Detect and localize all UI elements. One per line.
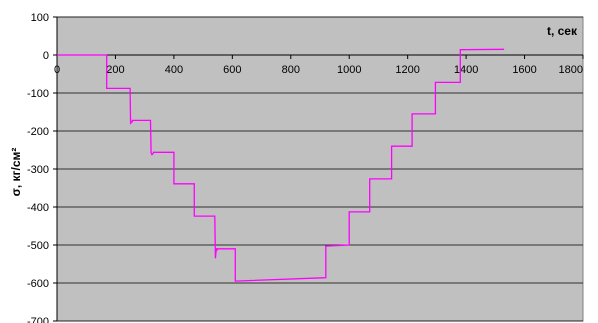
y-tick-label-3: -200: [27, 126, 49, 138]
grid-lines: [53, 16, 583, 322]
series-layer: [57, 48, 505, 282]
y-tick-label-6: -500: [27, 240, 49, 252]
x-tick-label-6: 1200: [395, 64, 419, 76]
x-tick-label-3: 600: [223, 64, 241, 76]
y-tick-label-7: -600: [27, 278, 49, 290]
x-tick-label-1: 200: [106, 64, 124, 76]
x-tick-label-5: 1000: [337, 64, 361, 76]
y-axis-title: σ, кг/см²: [9, 148, 23, 197]
x-tick-marks: [56, 55, 584, 59]
x-tick-label-9: 1800: [559, 64, 583, 76]
y-tick-label-1: 0: [43, 50, 49, 62]
x-axis-title: t, сек: [547, 24, 578, 38]
y-tick-label-8: -700: [27, 316, 49, 323]
y-tick-label-0: 100: [31, 12, 49, 24]
x-tick-label-7: 1400: [454, 64, 478, 76]
y-tick-labels: 100 0 -100 -200 -300 -400 -500 -600 -700: [27, 12, 49, 323]
x-tick-label-2: 400: [165, 64, 183, 76]
x-tick-label-4: 800: [282, 64, 300, 76]
series-line-0: [57, 48, 505, 282]
y-tick-label-5: -400: [27, 202, 49, 214]
y-tick-label-2: -100: [27, 88, 49, 100]
x-tick-label-8: 1600: [512, 64, 536, 76]
y-tick-label-4: -300: [27, 164, 49, 176]
